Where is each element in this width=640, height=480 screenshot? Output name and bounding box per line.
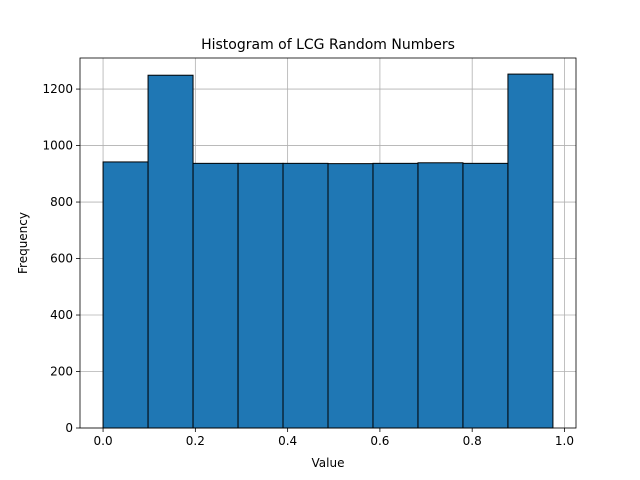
plot-frame xyxy=(79,57,577,429)
y-axis-label: Frequency xyxy=(16,212,30,274)
y-tick-label: 200 xyxy=(50,365,73,379)
chart-title: Histogram of LCG Random Numbers xyxy=(201,37,455,53)
histogram-bar xyxy=(327,163,374,429)
histogram-bar xyxy=(237,162,284,429)
x-tick-label: 0.2 xyxy=(186,434,205,448)
histogram-bar xyxy=(372,162,419,429)
histogram-bar xyxy=(282,162,329,429)
histogram-bar xyxy=(102,161,149,429)
x-tick-label: 1.0 xyxy=(555,434,574,448)
x-tick-label: 0.8 xyxy=(463,434,482,448)
histogram-bar xyxy=(507,73,554,429)
bars xyxy=(102,73,554,429)
x-axis-ticks: 0.0 0.2 0.4 0.6 0.8 1.0 xyxy=(94,428,574,448)
x-tick-label: 0.4 xyxy=(278,434,297,448)
histogram-bar xyxy=(147,74,194,429)
y-tick-label: 0 xyxy=(65,421,73,435)
x-axis-label: Value xyxy=(312,456,345,470)
y-tick-label: 1200 xyxy=(42,82,73,96)
histogram-bar xyxy=(462,162,509,429)
y-tick-label: 600 xyxy=(50,252,73,266)
histogram-bar xyxy=(417,162,464,429)
y-axis-ticks: 0 200 400 600 800 1000 1200 xyxy=(42,82,80,435)
y-tick-label: 1000 xyxy=(42,139,73,153)
x-tick-label: 0.6 xyxy=(370,434,389,448)
x-tick-label: 0.0 xyxy=(94,434,113,448)
y-tick-label: 400 xyxy=(50,308,73,322)
histogram-bar xyxy=(192,162,239,429)
y-tick-label: 800 xyxy=(50,195,73,209)
